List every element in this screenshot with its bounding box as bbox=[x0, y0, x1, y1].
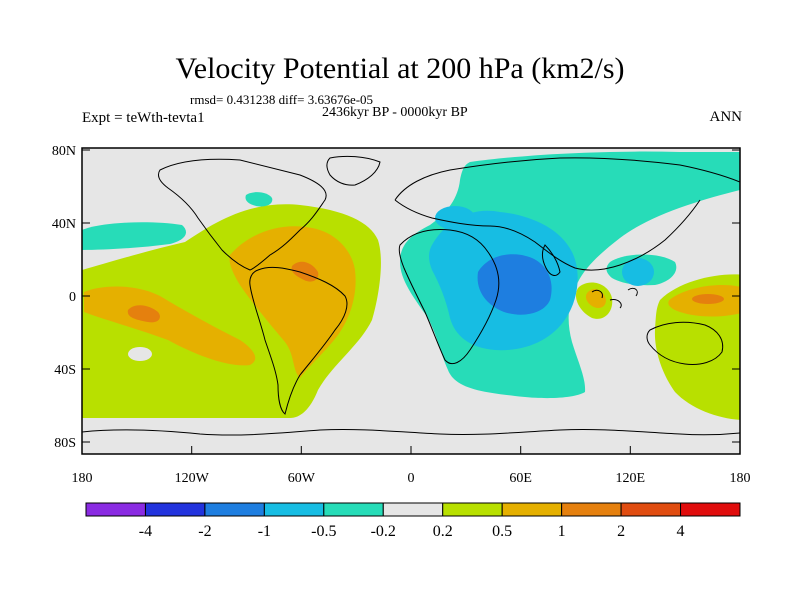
negative-region-north-pacific-arm bbox=[82, 222, 186, 250]
colorbar-label-4: -0.2 bbox=[371, 523, 396, 540]
negative-patch-south-pacific bbox=[128, 347, 152, 361]
colorbar-box-8 bbox=[561, 502, 622, 517]
lat-tick-marks bbox=[82, 149, 740, 443]
experiment-label: Expt = teWth-tevta1 bbox=[82, 110, 205, 126]
colorbar-box-6 bbox=[442, 502, 503, 517]
coastline-maritime bbox=[591, 287, 638, 309]
colorbar-label-8: 2 bbox=[617, 523, 625, 540]
lon-tick-marks bbox=[81, 446, 741, 454]
colorbar-label-7: 1 bbox=[558, 523, 566, 540]
positive-region-pacific-core bbox=[84, 286, 256, 366]
colorbar-box-7 bbox=[501, 502, 563, 517]
colorbar-box-0 bbox=[85, 502, 146, 517]
lat-tick-labels: 80N 40N 0 40S 80S bbox=[52, 144, 76, 451]
lon-label-180w: 180 bbox=[72, 471, 93, 486]
lon-label-60w: 60W bbox=[288, 471, 316, 486]
lat-label-80n: 80N bbox=[52, 144, 76, 159]
coastline-antarctica bbox=[82, 428, 740, 436]
lon-label-0: 0 bbox=[408, 471, 415, 486]
coastline-australia bbox=[646, 321, 724, 365]
coastlines bbox=[82, 155, 740, 436]
lon-label-180e: 180 bbox=[730, 471, 751, 486]
positive-region-west-pacific-peak bbox=[692, 294, 724, 304]
colorbar-box-2 bbox=[204, 502, 265, 517]
contour-fields bbox=[82, 148, 740, 454]
colorbar-label-0: -4 bbox=[139, 523, 152, 540]
season-label: ANN bbox=[709, 109, 743, 125]
coastline-greenland bbox=[326, 155, 381, 186]
lon-label-120w: 120W bbox=[175, 471, 210, 486]
coastline-north-america bbox=[157, 158, 327, 271]
colorbar-box-5 bbox=[382, 502, 444, 517]
coastline-india bbox=[542, 244, 561, 276]
lat-label-40n: 40N bbox=[52, 217, 76, 232]
period-label: 2436kyr BP - 0000kyr BP bbox=[322, 105, 468, 120]
colorbar: -4 -2 -1 -0.5 -0.2 0.2 0.5 1 2 4 bbox=[85, 502, 741, 540]
colorbar-label-9: 4 bbox=[677, 523, 685, 540]
colorbar-box-10 bbox=[680, 502, 741, 517]
positive-region-maritime-core bbox=[585, 289, 606, 308]
colorbar-label-2: -1 bbox=[258, 523, 271, 540]
lat-label-40s: 40S bbox=[54, 363, 76, 378]
colorbar-box-1 bbox=[144, 502, 206, 517]
lon-label-60e: 60E bbox=[509, 471, 532, 486]
coastline-south-america bbox=[249, 266, 348, 415]
negative-region-asia-core bbox=[622, 258, 654, 286]
coastline-africa bbox=[398, 229, 500, 365]
lon-tick-labels: 180 120W 60W 0 60E 120E 180 bbox=[72, 471, 751, 486]
map-title: Velocity Potential at 200 hPa (km2/s) bbox=[175, 52, 625, 85]
negative-region-north-america-patch bbox=[245, 192, 273, 207]
positive-region-america-core bbox=[229, 226, 356, 378]
lat-label-0: 0 bbox=[69, 290, 76, 305]
colorbar-label-3: -0.5 bbox=[311, 523, 336, 540]
lon-label-120e: 120E bbox=[616, 471, 646, 486]
stats-line: rmsd= 0.431238 diff= 3.63676e-05 bbox=[190, 92, 374, 107]
colorbar-box-3 bbox=[263, 502, 325, 517]
positive-region-pacific-peak bbox=[127, 305, 160, 323]
lat-label-80s: 80S bbox=[54, 436, 76, 451]
colorbar-box-9 bbox=[620, 502, 682, 517]
colorbar-label-1: -2 bbox=[198, 523, 211, 540]
negative-region-arctic-tail bbox=[435, 206, 475, 230]
colorbar-label-6: 0.5 bbox=[492, 523, 512, 540]
colorbar-label-5: 0.2 bbox=[433, 523, 453, 540]
colorbar-box-4 bbox=[323, 502, 384, 517]
